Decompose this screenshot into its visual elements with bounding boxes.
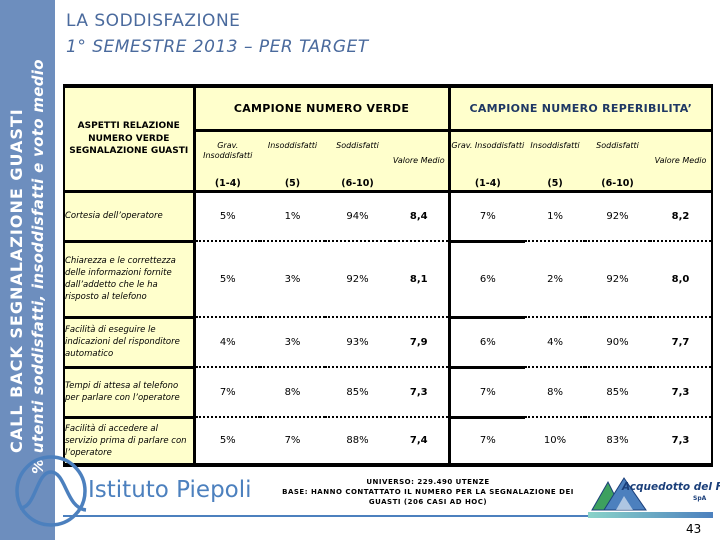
page-title-line2: 1° SEMESTRE 2013 – PER TARGET [66,37,369,57]
cell-verde-medio: 7,4 [390,417,451,466]
acquedotto-del-fiora-logo-icon [591,477,647,511]
sidebar-band [0,0,55,540]
page-title-line1: LA SODDISFAZIONE [66,11,241,31]
sample-note: BASE: HANNO CONTATTATO IL NUMERO PER LA … [282,488,574,506]
subheader-rep-insodd: Insoddisfatti (5) [525,130,586,193]
cell-rep-sodd: 83% [585,417,651,466]
cell-rep-insodd: 4% [525,317,586,368]
cell-verde-insodd: 8% [260,367,325,418]
subheader-rep-sodd: Soddisfatti (6-10) [585,130,651,193]
cell-verde-grav: 5% [194,417,260,466]
sidebar-title-line2: % utenti soddisfatti, insoddisfatti e vo… [29,59,47,474]
cell-rep-sodd: 92% [585,191,651,242]
subheader-verde-grav: Grav. Insoddisfatti (1-4) [194,130,260,193]
cell-rep-sodd: 90% [585,317,651,368]
istituto-piepoli-wordmark: Istituto Piepoli [88,477,252,503]
sidebar-title-line1: CALL BACK SEGNALAZIONE GUASTI [7,108,26,453]
cell-rep-medio: 8,2 [650,191,713,242]
table-row: Chiarezza e le correttezza delle informa… [64,241,713,319]
row-label: Tempi di attesa al telefono per parlare … [64,367,196,419]
cell-verde-medio: 7,3 [390,367,451,418]
universe-note: UNIVERSO: 229.490 UTENZE [366,478,490,486]
cell-verde-sodd: 88% [325,417,390,466]
cell-rep-insodd: 1% [525,191,586,242]
section-header-row: ASPETTI RELAZIONE NUMERO VERDE SEGNALAZI… [64,86,713,193]
subheader-verde-sodd: Soddisfatti (6-10) [325,130,390,193]
aspects-column-header: ASPETTI RELAZIONE NUMERO VERDE SEGNALAZI… [64,86,196,193]
acquedotto-logo-bar [588,512,713,518]
cell-verde-sodd: 85% [325,367,390,418]
section-header-reperibilita: CAMPIONE NUMERO REPERIBILITA’ [449,86,713,132]
cell-rep-grav: 7% [449,191,526,243]
cell-rep-medio: 8,0 [650,241,713,318]
cell-verde-grav: 4% [194,317,260,368]
cell-rep-medio: 7,3 [650,367,713,418]
cell-verde-sodd: 93% [325,317,390,368]
cell-rep-sodd: 85% [585,367,651,418]
cell-rep-grav: 7% [449,367,526,419]
cell-verde-insodd: 1% [260,191,325,242]
subheader-rep-medio: Valore Medio [650,130,713,193]
istituto-piepoli-logo-icon [15,455,87,527]
cell-verde-insodd: 7% [260,417,325,466]
cell-verde-sodd: 94% [325,191,390,242]
cell-rep-sodd: 92% [585,241,651,318]
acquedotto-del-fiora-wordmark: Acquedotto del Fiora [622,481,720,493]
results-table-wrapper: ASPETTI RELAZIONE NUMERO VERDE SEGNALAZI… [63,84,714,467]
row-label: Chiarezza e le correttezza delle informa… [64,241,196,319]
row-label: Cortesia dell’operatore [64,191,196,243]
page-title: LA SODDISFAZIONE 1° SEMESTRE 2013 – PER … [66,8,369,60]
section-header-numero-verde: CAMPIONE NUMERO VERDE [194,86,451,132]
subheader-verde-medio: Valore Medio [390,130,451,193]
page-number: 43 [686,522,702,536]
table-row: Facilità di accedere al servizio prima d… [64,417,713,467]
footer-rule [63,515,711,517]
cell-verde-insodd: 3% [260,241,325,318]
cell-verde-medio: 7,9 [390,317,451,368]
row-label: Facilità di accedere al servizio prima d… [64,417,196,467]
cell-verde-medio: 8,4 [390,191,451,242]
cell-rep-medio: 7,3 [650,417,713,466]
cell-verde-grav: 5% [194,241,260,318]
base-note: UNIVERSO: 229.490 UTENZE BASE: HANNO CON… [270,477,586,507]
table-row: Facilità di eseguire le indicazioni del … [64,317,713,369]
table-row: Cortesia dell’operatore 5% 1% 94% 8,4 7%… [64,191,713,243]
cell-rep-grav: 7% [449,417,526,466]
subheader-verde-insodd: Insoddisfatti (5) [260,130,325,193]
subheader-rep-grav: Grav. Insoddisfatti (1-4) [449,130,526,193]
cell-rep-insodd: 2% [525,241,586,318]
cell-rep-grav: 6% [449,241,526,319]
row-label: Facilità di eseguire le indicazioni del … [64,317,196,369]
acquedotto-spa-label: SpA [693,495,707,502]
cell-rep-medio: 7,7 [650,317,713,368]
cell-rep-insodd: 10% [525,417,586,466]
cell-verde-insodd: 3% [260,317,325,368]
results-table: ASPETTI RELAZIONE NUMERO VERDE SEGNALAZI… [63,84,714,467]
cell-rep-insodd: 8% [525,367,586,418]
cell-verde-medio: 8,1 [390,241,451,318]
subheader-row: Grav. Insoddisfatti (1-4) Insoddisfatti … [64,130,713,193]
cell-verde-sodd: 92% [325,241,390,318]
cell-rep-grav: 6% [449,317,526,369]
cell-verde-grav: 5% [194,191,260,242]
cell-verde-grav: 7% [194,367,260,418]
table-row: Tempi di attesa al telefono per parlare … [64,367,713,419]
